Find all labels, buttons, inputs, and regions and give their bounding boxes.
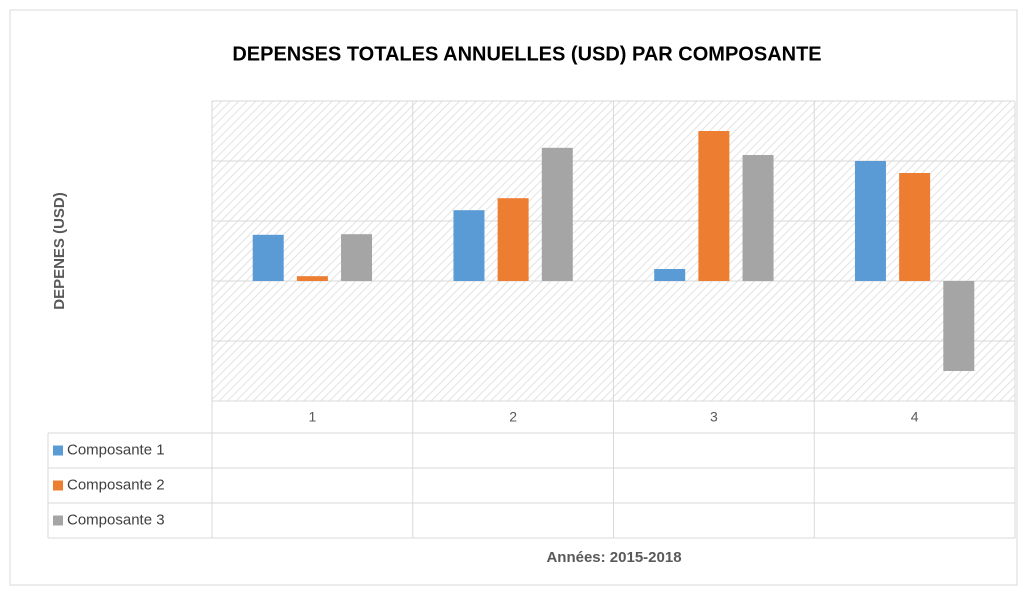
bar bbox=[742, 155, 774, 281]
chart-title: DEPENSES TOTALES ANNUELLES (USD) PAR COM… bbox=[232, 43, 821, 65]
y-axis-title: DEPENES (USD) bbox=[51, 192, 68, 310]
legend-swatch bbox=[53, 480, 63, 491]
bar bbox=[252, 234, 284, 281]
x-tick-label: 2 bbox=[509, 409, 517, 425]
x-tick-label: 4 bbox=[911, 409, 919, 425]
legend-swatch bbox=[53, 515, 63, 526]
bar bbox=[899, 173, 931, 281]
bar bbox=[854, 161, 886, 281]
bar bbox=[296, 276, 328, 281]
bar bbox=[943, 281, 975, 371]
x-tick-label: 3 bbox=[710, 409, 718, 425]
legend-label: Composante 1 bbox=[67, 441, 165, 458]
bar bbox=[341, 234, 373, 281]
bar bbox=[497, 198, 529, 281]
bar bbox=[541, 147, 573, 281]
legend-label: Composante 3 bbox=[67, 511, 165, 528]
bar bbox=[698, 131, 730, 281]
bar bbox=[654, 269, 686, 281]
x-axis-title: Années: 2015-2018 bbox=[546, 549, 681, 566]
bar bbox=[453, 210, 485, 281]
legend-swatch bbox=[53, 445, 63, 456]
x-tick-label: 1 bbox=[308, 409, 316, 425]
legend-label: Composante 2 bbox=[67, 476, 165, 493]
